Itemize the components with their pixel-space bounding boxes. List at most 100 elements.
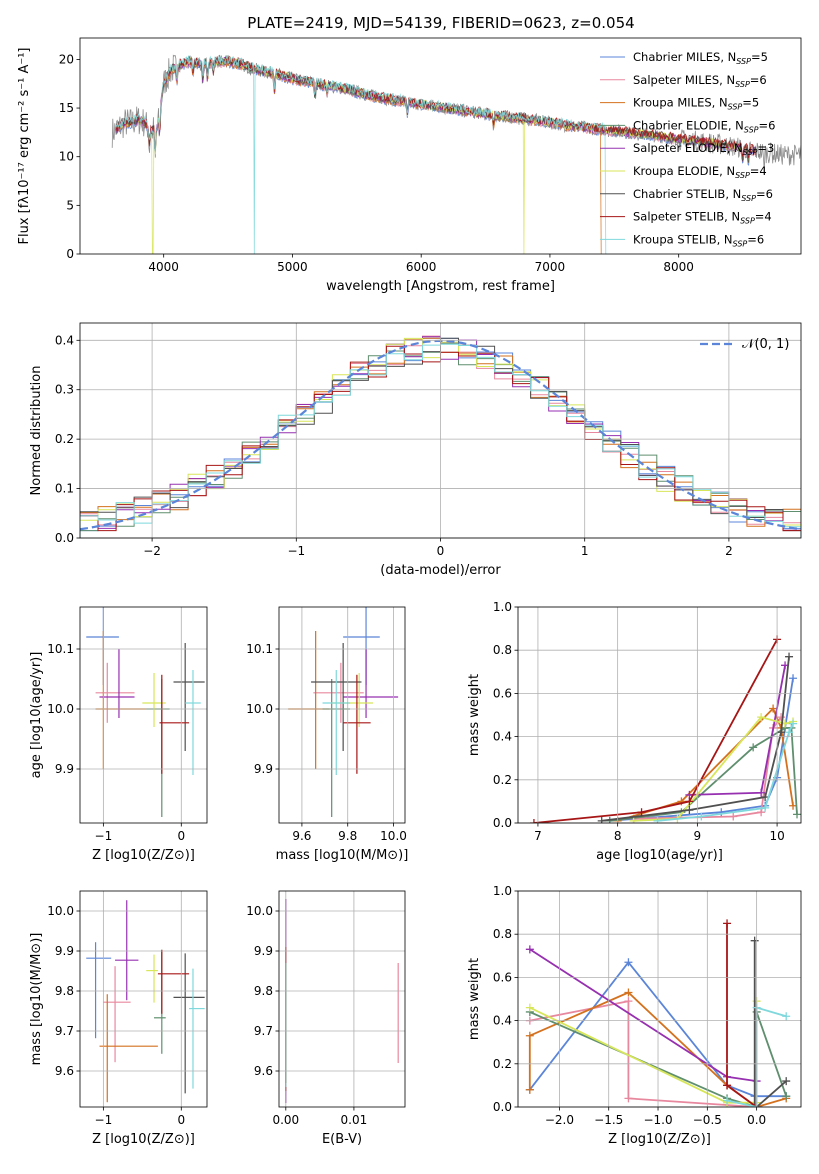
weight-marker-chabrier-miles: [717, 808, 726, 817]
x-tick-label: 8000: [663, 260, 694, 274]
weight-marker-chabrier-stelib: [782, 1077, 791, 1086]
weight-marker-chabrier-stelib: [685, 806, 694, 815]
y-axis-label: mass weight: [467, 674, 482, 756]
errorbar-salpeter-stelib: [157, 949, 190, 1014]
y-tick-label: 0.1: [55, 482, 74, 496]
legend-label-chabrier-miles: Chabrier MILES, NSSP=5: [633, 50, 768, 66]
axes-frame: [79, 322, 802, 539]
weight-marker-kroupa-stelib: [723, 1096, 732, 1105]
plot-area: [529, 635, 801, 823]
x-tick-label: 0.0: [747, 1113, 766, 1127]
x-tick-label: 0: [177, 1113, 185, 1127]
y-axis-label: age [log10(age/yr)]: [29, 652, 44, 779]
weight-marker-salpeter-miles: [777, 713, 786, 722]
y-tick-label: 0.0: [493, 1100, 512, 1114]
legend-label-chabrier-stelib: Chabrier STELIB, NSSP=6: [633, 187, 773, 203]
weight-marker-salpeter-stelib: [685, 797, 694, 806]
legend-label-salpeter-miles: Salpeter MILES, NSSP=6: [633, 73, 767, 89]
axes-frame: [278, 890, 406, 1108]
x-tick-label: 10.0: [380, 829, 407, 843]
y-tick-label: 9.7: [254, 1024, 273, 1038]
weight-marker-kroupa-stelib: [789, 719, 798, 728]
weight-marker-salpeter-elodie: [757, 788, 766, 797]
weight-marker-chabrier-elodie: [793, 810, 801, 819]
x-tick-label: −1: [287, 544, 305, 558]
x-tick-label: 9.6: [292, 829, 311, 843]
weight-line-chabrier-elodie: [529, 1011, 788, 1107]
plot-area: [285, 899, 399, 1103]
weight-marker-kroupa-stelib: [785, 728, 794, 737]
x-tick-label: 0: [437, 544, 445, 558]
y-tick-label: 0: [66, 247, 74, 261]
axes-frame: [278, 606, 406, 824]
y-tick-label: 10.0: [47, 702, 74, 716]
weight-line-salpeter-stelib: [533, 638, 778, 823]
legend: Chabrier MILES, NSSP=5 Salpeter MILES, NS…: [600, 50, 775, 248]
weight-line-chabrier-stelib: [753, 940, 787, 1107]
panel-spectrum: 4000 5000 6000 7000 8000 0 5 10 15 20 wavelength […: [17, 37, 802, 294]
x-tick-label: 10: [769, 829, 784, 843]
weight-line-chabrier-elodie: [609, 727, 798, 822]
panel-age_vs_mass: 9.6 9.8 10.0 9.9 10.0 10.1 mass [log10(M/M⊙)]: [246, 606, 408, 863]
y-tick-label: 9.8: [55, 984, 74, 998]
weight-marker-salpeter-stelib: [637, 808, 646, 817]
y-tick-label: 9.6: [55, 1064, 74, 1078]
errorbar-chabrier-stelib: [173, 953, 205, 1094]
errorbar-kroupa-stelib: [189, 968, 205, 1089]
legend-label-salpeter-elodie: Salpeter ELODIE, NSSP=3: [633, 141, 774, 157]
y-tick-label: 10.1: [47, 642, 74, 656]
y-tick-label: 15: [59, 101, 74, 115]
weight-line-kroupa-elodie: [529, 1001, 758, 1104]
x-tick-label: −1: [95, 829, 113, 843]
x-tick-label: 0.01: [341, 1113, 368, 1127]
weight-marker-chabrier-miles: [624, 958, 633, 967]
x-axis-label: (data-model)/error: [380, 563, 501, 578]
y-tick-label: 9.9: [254, 944, 273, 958]
y-tick-label: 10.0: [47, 904, 74, 918]
weight-marker-chabrier-elodie: [782, 1092, 791, 1101]
model-spectrum-chabrier-stelib: [115, 54, 757, 163]
weight-marker-kroupa-elodie: [629, 816, 638, 823]
weight-line-salpeter-miles: [529, 1000, 757, 1107]
model-spectrum-kroupa-elodie: [115, 56, 757, 254]
weight-marker-kroupa-miles: [769, 704, 778, 713]
weight-line-kroupa-miles: [528, 991, 787, 1107]
x-tick-label: 9: [694, 829, 702, 843]
y-tick-label: 9.6: [254, 1064, 273, 1078]
axes-frame: [517, 606, 802, 824]
weight-marker-salpeter-miles: [729, 812, 738, 821]
panel-mass_vs_Z: −1 0 9.6 9.7 9.8 9.9 10.0 Z [log10(Z/Z⊙)] mass […: [29, 890, 208, 1147]
model-spectrum-kroupa-stelib: [115, 55, 607, 254]
y-axis-label: mass [log10(M/M⊙)]: [29, 933, 44, 1066]
errorbar-chabrier-elodie: [146, 679, 170, 817]
plot-area: [86, 607, 205, 817]
x-tick-label: 0: [177, 829, 185, 843]
errorbar-salpeter-miles: [313, 662, 364, 723]
errorbar-kroupa-elodie: [331, 673, 373, 727]
weight-marker-kroupa-elodie: [525, 1003, 534, 1012]
weight-marker-kroupa-miles: [624, 988, 633, 997]
figure-title: PLATE=2419, MJD=54139, FIBERID=0623, z=0…: [247, 14, 634, 32]
weight-marker-chabrier-elodie: [749, 743, 758, 752]
x-tick-label: 2: [725, 544, 733, 558]
y-tick-label: 0.8: [493, 927, 512, 941]
y-tick-label: 1.0: [493, 600, 512, 614]
weight-marker-kroupa-miles: [525, 1085, 534, 1094]
legend-label-kroupa-elodie: Kroupa ELODIE, NSSP=4: [633, 164, 767, 180]
x-tick-label: −2.0: [545, 1113, 574, 1127]
errorbar-kroupa-miles: [288, 631, 330, 769]
legend-label-reference: 𝒩(0, 1): [742, 337, 789, 352]
legend-label-salpeter-stelib: Salpeter STELIB, NSSP=4: [633, 210, 772, 226]
y-tick-label: 0.4: [493, 1014, 512, 1028]
errorbar-chabrier-miles: [86, 942, 112, 1039]
x-axis-label: age [log10(age/yr)]: [596, 848, 723, 863]
plot-area: [86, 900, 205, 1103]
panel-weight_vs_age: 7 8 9 10 0.0 0.2 0.4 0.6 0.8 1.0 age [log10(age/yr…: [467, 600, 802, 863]
errorbar-kroupa-stelib: [322, 670, 351, 775]
y-tick-label: 0.3: [55, 383, 74, 397]
y-tick-label: 0.4: [55, 333, 74, 347]
weight-marker-kroupa-stelib: [697, 812, 706, 821]
axes-frame: [517, 890, 802, 1108]
x-tick-label: −1: [95, 1113, 113, 1127]
weight-marker-salpeter-stelib: [723, 1081, 732, 1090]
